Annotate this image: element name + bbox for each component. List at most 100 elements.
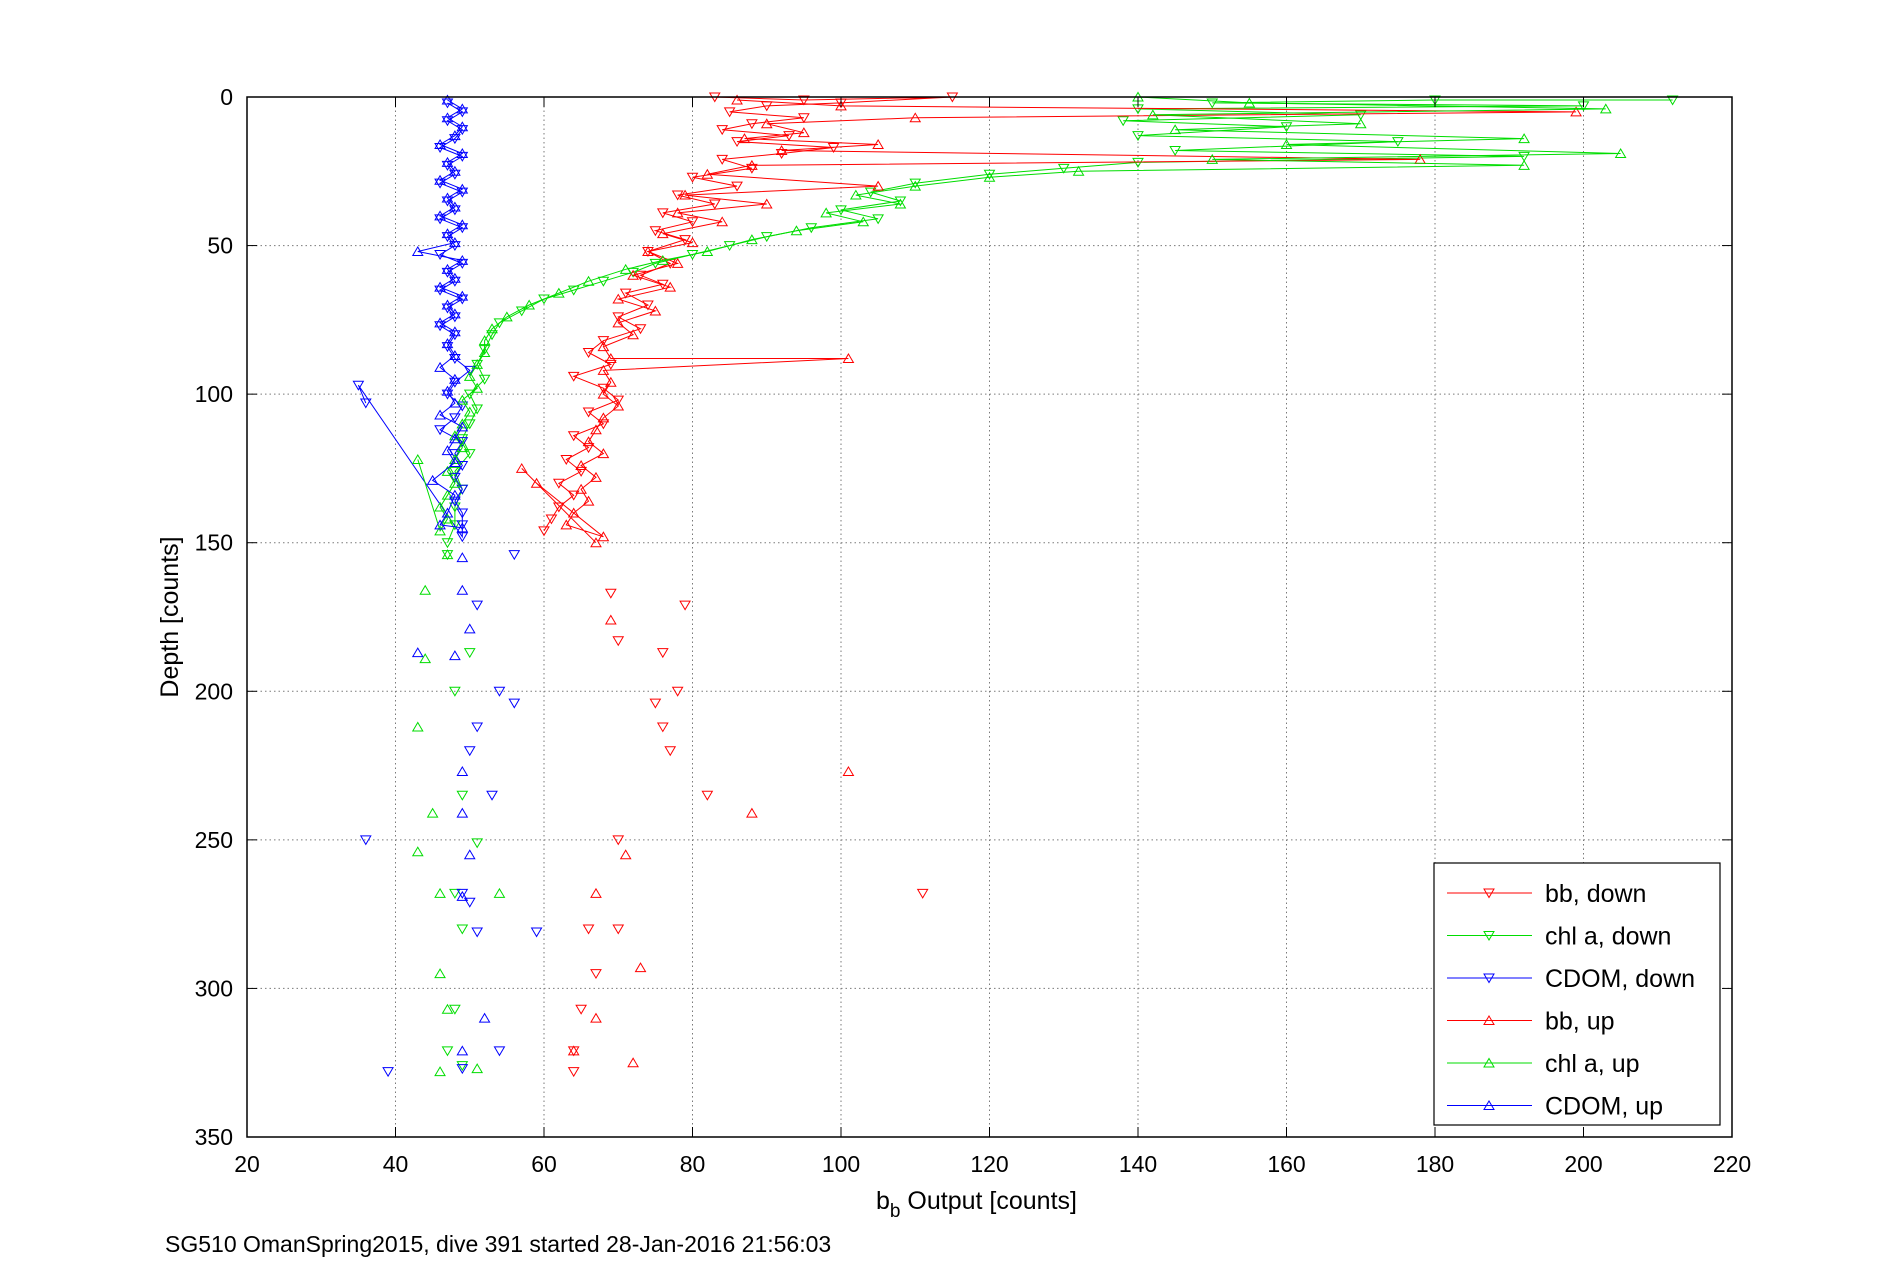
data-point xyxy=(441,116,454,127)
data-point xyxy=(449,169,461,180)
data-point xyxy=(716,125,729,136)
data-point xyxy=(478,374,491,385)
y-tick-label: 100 xyxy=(195,381,233,407)
x-tick-label: 80 xyxy=(680,1151,706,1177)
y-tick-label: 50 xyxy=(207,233,233,259)
data-point xyxy=(708,199,721,210)
x-tick-label: 20 xyxy=(234,1151,260,1177)
data-point xyxy=(449,477,461,488)
legend-item: chl a, up xyxy=(1447,1050,1640,1078)
data-point xyxy=(441,507,454,518)
data-point xyxy=(449,520,461,531)
data-point xyxy=(835,205,847,216)
data-point xyxy=(411,246,424,257)
data-point xyxy=(434,519,446,530)
data-point xyxy=(686,172,699,183)
data-point xyxy=(612,636,625,647)
data-point xyxy=(582,275,595,286)
data-point xyxy=(456,1064,469,1075)
data-point xyxy=(1518,151,1530,162)
data-point xyxy=(441,538,454,549)
data-point xyxy=(449,373,461,384)
data-point xyxy=(597,448,610,459)
data-point xyxy=(642,300,654,311)
data-point xyxy=(426,474,439,485)
data-point xyxy=(419,653,432,664)
data-point xyxy=(434,174,446,185)
data-point xyxy=(434,139,446,150)
data-point xyxy=(449,397,461,408)
data-point xyxy=(798,113,810,124)
legend: bb, down chl a, down CDOM, down bb, up chl a… xyxy=(1433,862,1721,1126)
footer-caption: SG510 OmanSpring2015, dive 391 started 2… xyxy=(165,1231,831,1257)
data-point xyxy=(515,306,528,317)
data-point xyxy=(567,1045,580,1056)
data-point xyxy=(894,196,907,207)
data-point xyxy=(731,94,743,105)
data-point xyxy=(456,107,469,118)
data-point xyxy=(590,424,602,435)
data-point xyxy=(434,968,446,979)
data-point xyxy=(538,294,550,305)
data-point xyxy=(664,746,677,757)
data-point xyxy=(656,254,669,265)
data-point xyxy=(493,887,506,898)
data-point xyxy=(434,887,446,898)
data-point xyxy=(909,180,922,191)
data-point xyxy=(612,317,625,328)
data-point xyxy=(486,790,498,801)
data-point xyxy=(590,969,602,980)
legend-item: CDOM, up xyxy=(1447,1093,1663,1121)
data-point xyxy=(449,489,461,500)
data-point xyxy=(456,103,469,114)
data-point xyxy=(760,118,773,129)
data-point xyxy=(441,385,454,396)
data-point xyxy=(449,350,461,361)
data-point xyxy=(1169,124,1181,135)
data-point xyxy=(1057,163,1070,174)
data-point xyxy=(849,189,862,200)
data-point xyxy=(471,382,484,393)
data-point xyxy=(434,214,446,225)
data-point xyxy=(567,507,580,518)
data-point xyxy=(352,380,365,391)
data-point xyxy=(538,526,550,537)
data-point xyxy=(441,156,454,167)
data-point xyxy=(456,520,469,531)
series-cdom-up xyxy=(411,94,491,1056)
data-point xyxy=(456,258,469,269)
data-point xyxy=(590,471,602,482)
data-point xyxy=(449,134,461,145)
data-point xyxy=(471,1063,484,1074)
x-axis-label-subscript: b xyxy=(890,1201,901,1222)
data-point xyxy=(545,514,558,525)
data-point xyxy=(434,425,446,436)
data-point xyxy=(857,216,870,227)
data-point xyxy=(612,395,625,406)
data-point xyxy=(456,187,469,198)
data-point xyxy=(463,365,476,376)
data-point xyxy=(434,1066,446,1077)
y-axis-label: Depth [counts] xyxy=(156,536,184,697)
data-point xyxy=(434,361,446,372)
data-point xyxy=(604,614,617,625)
data-point xyxy=(775,144,788,155)
data-point xyxy=(790,225,803,236)
data-point xyxy=(359,835,372,846)
data-point xyxy=(456,1045,469,1056)
data-point xyxy=(1280,139,1293,150)
data-point xyxy=(449,312,461,323)
data-point xyxy=(627,1057,639,1068)
data-point xyxy=(746,807,758,818)
data-point xyxy=(664,281,677,292)
data-point xyxy=(760,198,773,209)
data-point xyxy=(441,465,454,476)
data-point xyxy=(530,927,543,938)
data-point xyxy=(604,588,617,599)
data-point xyxy=(493,686,506,697)
data-point xyxy=(701,168,714,179)
data-point xyxy=(449,276,461,287)
data-point xyxy=(656,648,669,659)
data-point xyxy=(835,100,847,111)
data-point xyxy=(456,290,469,301)
